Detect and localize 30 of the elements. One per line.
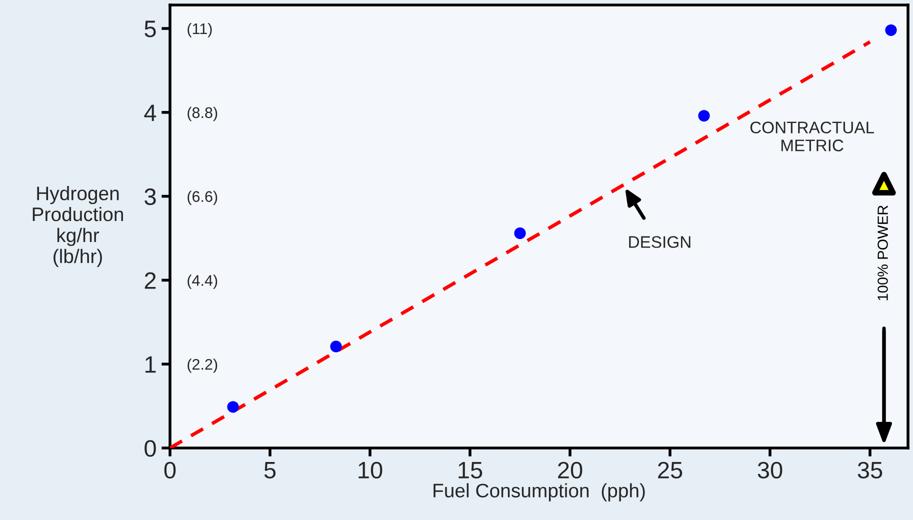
- y-tick-label: 3: [144, 188, 156, 206]
- y2-tick-label: (4.4): [188, 274, 218, 289]
- x-axis-title: Fuel Consumption (pph): [434, 483, 645, 502]
- y-tick-label: 0: [144, 440, 156, 457]
- x-tick-label: 0: [164, 462, 176, 479]
- annotation: DESIGN: [629, 236, 690, 248]
- x-tick-label: 10: [358, 462, 382, 479]
- y2-tick-label: (8.8): [188, 106, 218, 122]
- point: [330, 340, 342, 352]
- y-tick-label: 1: [145, 356, 156, 373]
- x-tick-label: 35: [858, 462, 882, 479]
- y2-tick-label: (6.6): [188, 190, 218, 205]
- y-tick-label: 2: [144, 272, 156, 289]
- point: [227, 401, 239, 413]
- point: [872, 172, 896, 196]
- y2-tick-label: (2.2): [188, 358, 218, 373]
- y-axis-title: Hydrogen Production kg/hr (lb/hr): [32, 186, 123, 267]
- x-tick-label: 20: [558, 462, 582, 479]
- point: [698, 110, 710, 122]
- y2-tick-label: (11): [188, 22, 212, 38]
- point: [885, 24, 897, 36]
- point: [514, 227, 526, 240]
- y-tick-label: 5: [144, 20, 156, 38]
- annotation: CONTRACTUAL METRIC: [750, 122, 874, 152]
- x-tick-label: 5: [264, 462, 276, 479]
- x-tick-label: 25: [658, 462, 682, 479]
- x-tick-label: 15: [458, 462, 482, 479]
- y-tick-label: 4: [144, 104, 156, 121]
- x-tick-label: 30: [758, 462, 782, 479]
- ref-line-label: 100% POWER: [878, 206, 888, 300]
